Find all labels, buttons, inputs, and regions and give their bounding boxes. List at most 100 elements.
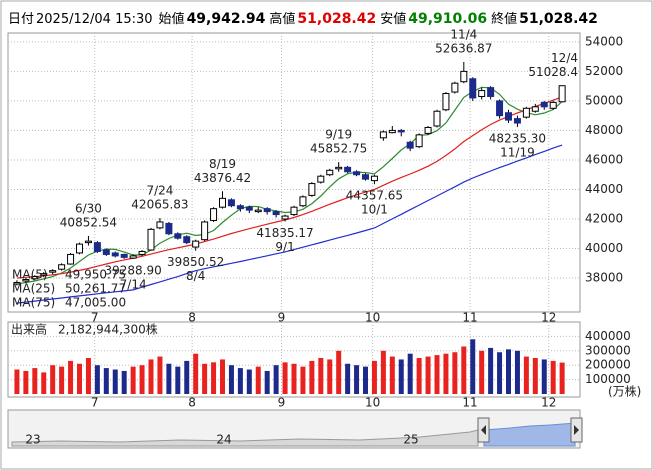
volume-bar <box>139 365 145 394</box>
legend-value: 50,261.77 <box>65 282 126 296</box>
legend-value: 49,950.75 <box>65 268 126 282</box>
candle-body <box>353 171 361 176</box>
candle-body <box>433 110 441 127</box>
candle-body <box>245 206 253 211</box>
volume-tick-label: 300000 <box>585 343 631 357</box>
y-tick-label: 48000 <box>585 123 623 137</box>
volume-bar <box>148 359 154 394</box>
candle-body <box>290 206 298 216</box>
annotation-value: 43876.42 <box>194 171 251 185</box>
legend-name: MA(25) <box>12 282 55 296</box>
candle-body <box>317 175 325 183</box>
candle-body <box>13 281 21 285</box>
volume-bar <box>193 353 199 394</box>
candle-body <box>111 252 119 257</box>
candle-body <box>236 205 244 210</box>
volume-bar <box>380 350 386 394</box>
volume-bar <box>318 358 324 394</box>
volume-bar <box>202 363 208 394</box>
candle-body <box>58 264 66 270</box>
candle-body <box>165 222 173 235</box>
volume-bar <box>41 372 47 394</box>
x-tick-label: 12 <box>541 396 556 410</box>
volume-bar <box>103 368 109 394</box>
navigator-label: 24 <box>216 433 231 447</box>
candle-body <box>67 253 75 265</box>
x-tick-label: 11 <box>462 396 477 410</box>
candle-body <box>406 141 414 149</box>
volume-bar <box>94 365 100 394</box>
volume-bar <box>345 363 351 394</box>
volume-bar <box>85 358 91 394</box>
y-tick-label: 40000 <box>585 241 623 255</box>
candle-body <box>129 255 137 259</box>
candle-body <box>31 276 39 280</box>
volume-name: 出来高 <box>11 322 47 337</box>
volume-tick-label: 200000 <box>585 358 631 372</box>
annotation-value: 39288.90 <box>104 264 161 278</box>
volume-bar <box>14 369 20 394</box>
volume-bar <box>175 366 181 394</box>
header-label: 始値 <box>158 12 185 27</box>
header-label: 終値 <box>491 12 518 27</box>
candle-body <box>22 279 30 282</box>
annotation-date: 11/4 <box>450 27 477 41</box>
candle-body <box>138 250 146 255</box>
x-tick-label: 10 <box>365 311 380 325</box>
volume-bar <box>184 360 190 394</box>
candle-body <box>272 211 280 216</box>
volume-bar <box>541 359 547 394</box>
volume-bar <box>211 362 217 394</box>
y-tick-label: 44000 <box>585 182 623 196</box>
volume-bar <box>68 360 74 394</box>
volume-bar <box>246 369 252 394</box>
volume-bar <box>461 346 467 394</box>
candle-body <box>299 196 307 207</box>
candle-body <box>76 243 83 254</box>
candle-body <box>370 175 378 182</box>
volume-bar <box>336 350 342 394</box>
volume-bar <box>112 369 118 394</box>
volume-bar <box>434 355 440 394</box>
x-tick-label: 8 <box>188 311 196 325</box>
ma-line <box>16 144 563 304</box>
x-tick-label: 9 <box>278 396 286 410</box>
volume-bar <box>550 360 556 394</box>
y-tick-label: 54000 <box>585 34 623 48</box>
volume-bar <box>77 363 82 394</box>
volume-tick-label: 400000 <box>585 329 631 343</box>
volume-unit: (万株) <box>608 384 641 399</box>
annotation-value: 42065.83 <box>131 198 188 212</box>
candle-body <box>397 129 405 133</box>
candle-body <box>183 236 191 244</box>
volume-bar <box>425 356 431 394</box>
volume-bar <box>354 365 360 394</box>
annotation-date: 8/4 <box>186 269 205 283</box>
x-tick-label: 7 <box>91 396 99 410</box>
candle-body <box>531 106 539 112</box>
annotation-date: 7/24 <box>146 184 173 198</box>
candle-body <box>451 82 459 93</box>
candle-body <box>326 169 334 176</box>
candle-body <box>308 183 316 196</box>
legend-box <box>10 268 128 310</box>
x-tick-label: 7 <box>91 311 99 325</box>
candle-body <box>93 242 101 252</box>
annotation-date: 8/19 <box>209 157 236 171</box>
volume-bar <box>389 356 395 394</box>
volume-total: 2,182,944,300株 <box>58 322 158 337</box>
candle-body <box>192 240 200 248</box>
volume-bar <box>273 365 279 394</box>
price-panel <box>7 32 581 313</box>
volume-bar <box>32 368 38 394</box>
candle-body <box>540 101 548 108</box>
date-value: 2025/12/04 15:30 <box>36 12 153 27</box>
candle-body <box>487 87 495 97</box>
annotation-value: 41835.17 <box>256 226 313 240</box>
volume-bar <box>264 370 270 394</box>
volume-bar <box>327 359 333 394</box>
y-tick-label: 50000 <box>585 93 623 107</box>
header-value: 49,910.06 <box>408 11 488 27</box>
